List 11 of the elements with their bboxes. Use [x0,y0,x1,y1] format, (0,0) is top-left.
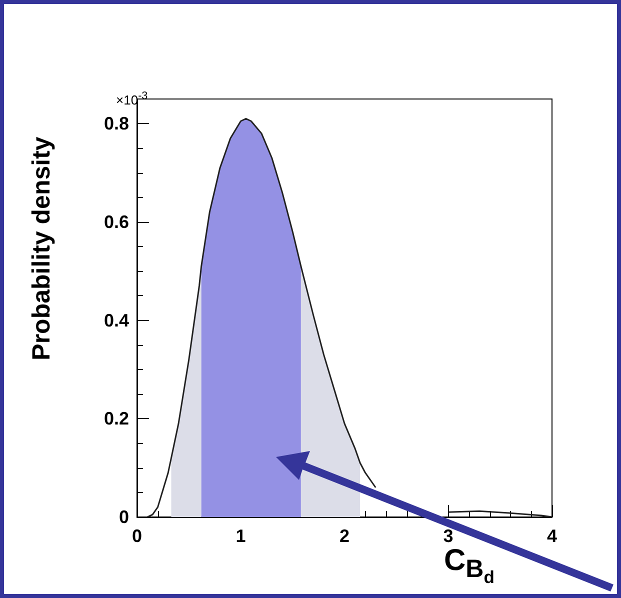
x-tick-label: 4 [546,526,558,546]
y-axis-title: Probability density [28,136,56,362]
y-tick-label: 0.6 [104,212,129,232]
y-tick-label: 0.4 [104,310,129,330]
x-tick-label: 2 [339,526,350,546]
y-tick-label: 0.8 [104,114,129,134]
x-tick-label: 1 [236,526,246,546]
x-tick-label: 0 [132,526,142,546]
x-tick-label: 3 [443,526,454,546]
y-tick-label: 0 [118,507,129,527]
y-tick-label: 0.2 [104,408,129,429]
